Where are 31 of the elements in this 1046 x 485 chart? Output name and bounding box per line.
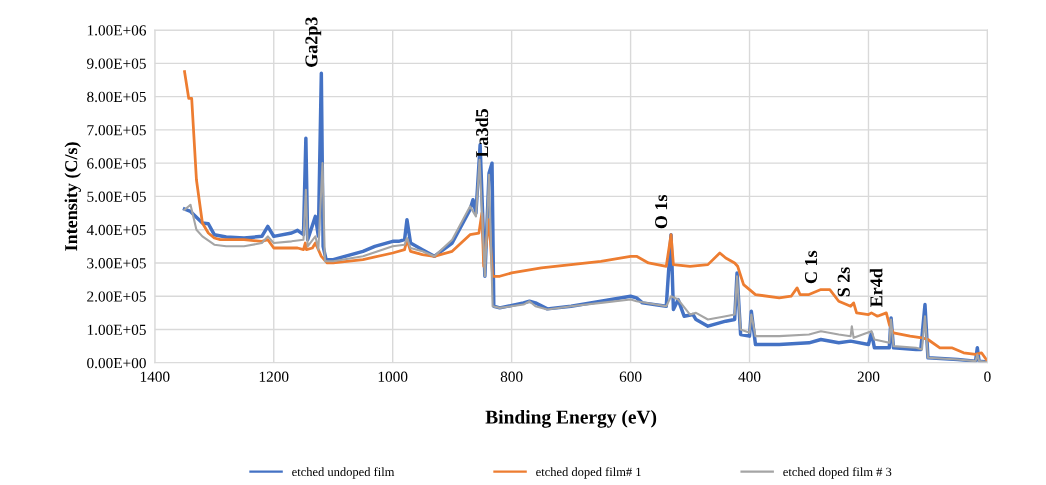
y-tick-label: 8.00E+05: [87, 91, 146, 103]
y-tick-label: 1.00E+05: [87, 324, 146, 336]
y-tick-label: 5.00E+05: [87, 191, 146, 202]
x-tick-label: 1000: [378, 371, 408, 382]
y-tick-label: 0.00E+00: [87, 357, 146, 369]
x-tick-label: 400: [738, 371, 761, 382]
annotation: Er4d: [869, 268, 883, 308]
y-tick-label: 1.00E+06: [87, 25, 147, 36]
legend-label: etched undoped film: [292, 467, 395, 479]
y-tick-label: 6.00E+05: [87, 158, 146, 169]
y-tick-label: 4.00E+05: [86, 224, 146, 236]
x-tick-label: 1400: [140, 371, 170, 382]
y-tick-label: 3.00E+05: [87, 258, 146, 269]
x-tick-label: 0: [984, 371, 991, 382]
annotation: La3d5: [475, 109, 489, 158]
line-series: [183, 158, 988, 363]
y-tick-label: 2.00E+05: [87, 291, 146, 302]
x-tick-label: 1200: [259, 371, 289, 382]
annotation: S 2s: [837, 267, 850, 297]
annotation: C 1s: [804, 250, 818, 284]
x-tick-label: 600: [619, 371, 642, 382]
x-axis-title: Binding Energy (eV): [485, 409, 657, 428]
annotation: O 1s: [655, 194, 668, 229]
legend-label: etched doped film# 1: [536, 467, 641, 479]
x-tick-label: 200: [857, 371, 880, 382]
legend-label: etched doped film # 3: [783, 467, 892, 479]
y-tick-label: 9.00E+05: [87, 58, 146, 69]
x-tick-label: 800: [500, 371, 523, 382]
y-tick-label: 7.00E+05: [87, 125, 146, 136]
y-axis-title: Intensity (C/s): [64, 142, 81, 251]
annotation: Ga2p3: [305, 17, 322, 67]
